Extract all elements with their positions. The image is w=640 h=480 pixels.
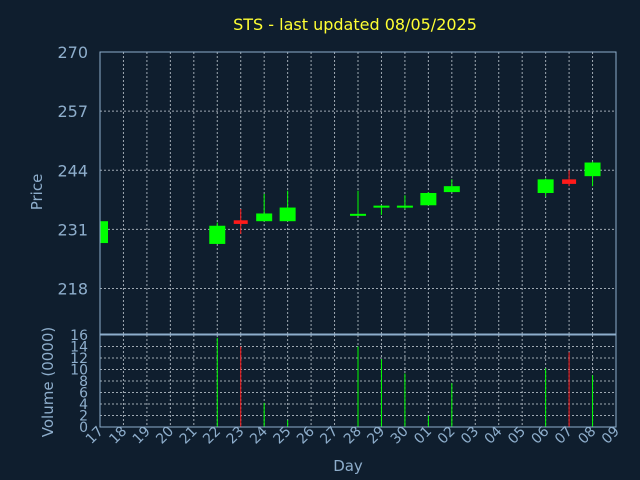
candle-17	[99, 220, 108, 244]
candle-body	[420, 193, 437, 206]
candlestick-series	[99, 161, 601, 244]
candle-28	[350, 190, 366, 216]
candle-02	[443, 179, 460, 193]
candle-30	[396, 195, 413, 209]
candle-body	[209, 225, 226, 244]
price-tick-label: 270	[57, 43, 88, 62]
candle-08	[584, 161, 601, 187]
volume-tick-label: 4	[79, 397, 88, 413]
price-axis-label: Price	[28, 174, 46, 211]
candle-body	[233, 220, 248, 224]
price-tick-label: 231	[57, 220, 88, 239]
candle-25	[279, 190, 296, 222]
candle-body	[537, 179, 554, 193]
candle-07	[562, 170, 577, 187]
volume-tick-label: 0	[79, 420, 88, 436]
candle-body	[350, 213, 366, 216]
candle-body	[100, 221, 108, 244]
candle-body	[279, 207, 296, 222]
price-panel-frame	[99, 51, 617, 335]
candle-body	[396, 205, 413, 208]
price-tick-label: 218	[57, 280, 88, 299]
volume-tick-label: 10	[70, 363, 88, 379]
volume-panel-frame	[99, 334, 617, 428]
candle-24	[256, 193, 273, 222]
volume-tick-label: 6	[79, 386, 88, 402]
candle-29	[373, 205, 390, 215]
volume-tick-label: 14	[70, 340, 88, 356]
volume-tick-label: 8	[79, 374, 88, 390]
volume-tick-label: 2	[79, 409, 88, 425]
candle-body	[256, 213, 273, 222]
volume-axis-label: Volume (0000)	[39, 327, 57, 437]
candle-body	[373, 205, 390, 208]
candle-body	[443, 186, 460, 193]
candle-body	[562, 179, 577, 184]
candle-06	[537, 178, 554, 197]
chart-title: STS - last updated 08/05/2025	[233, 15, 477, 34]
candle-01	[420, 192, 437, 206]
volume-tick-label: 16	[70, 328, 88, 344]
price-tick-label: 257	[57, 102, 88, 121]
volume-bar-series	[216, 337, 594, 427]
price-tick-labels: 270 257 244 231 218	[57, 43, 88, 299]
price-tick-label: 244	[57, 161, 88, 180]
candle-22	[209, 222, 226, 244]
candle-body	[584, 162, 601, 177]
candle-23	[233, 208, 248, 234]
volume-tick-label: 12	[70, 351, 88, 367]
day-axis-label: Day	[333, 457, 363, 475]
